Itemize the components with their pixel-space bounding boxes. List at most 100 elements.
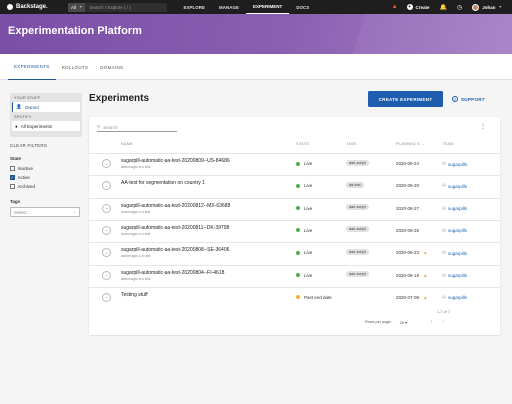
table-row[interactable]: ⌄ sugarpill-automatic-aa-test-20200808--S… bbox=[89, 242, 500, 262]
state-label: Live bbox=[304, 272, 313, 278]
clock-icon[interactable]: ◷ bbox=[457, 4, 463, 11]
rows-per-page-value: 25 bbox=[399, 320, 404, 325]
team-link[interactable]: ⚇ sugarpills bbox=[442, 228, 467, 234]
team-icon: ⚇ bbox=[442, 227, 447, 233]
table-row[interactable]: ⌄ sugarpill-automatic-aa-test-20200812--M… bbox=[89, 197, 500, 218]
status-dot-icon bbox=[296, 295, 300, 300]
create-button[interactable]: + Create bbox=[406, 4, 430, 10]
status-dot-icon bbox=[296, 206, 300, 211]
date-value: 2020-08-20 bbox=[396, 183, 420, 189]
backstage-logo[interactable]: Backstage. bbox=[7, 4, 65, 10]
expand-row-icon[interactable]: ⌄ bbox=[102, 159, 111, 168]
more-options-icon[interactable]: ⋮ bbox=[480, 124, 486, 130]
page-title: Experimentation Platform bbox=[8, 25, 142, 37]
table-row[interactable]: ⌄ sugarpill-automatic-aa-test-20200811--D… bbox=[89, 219, 500, 240]
user-menu[interactable]: Johan ▼ bbox=[472, 3, 502, 11]
experiment-description: automagic a a test bbox=[121, 276, 151, 281]
bell-icon[interactable]: 🔔 bbox=[439, 4, 448, 11]
nav-experiment[interactable]: EXPERIMENT bbox=[246, 0, 290, 14]
experiment-name[interactable]: Testing stuff bbox=[121, 291, 148, 298]
org-heading: SPOTIFY bbox=[14, 115, 32, 119]
planned-end-date: 2020-08-20 bbox=[396, 183, 419, 188]
team-link[interactable]: ⚇ sugarpills bbox=[442, 183, 467, 189]
team-link[interactable]: ⚇ sugarpills bbox=[442, 161, 467, 167]
column-header-state[interactable]: STATE bbox=[296, 142, 310, 146]
filter-owned-label: Owned bbox=[24, 104, 39, 110]
table-row[interactable]: ⌄ sugarpill-automatic-aa-test-20200804--F… bbox=[89, 264, 500, 285]
filter-owned[interactable]: 👤 Owned bbox=[12, 102, 80, 112]
table-row[interactable]: ⌄ Testing stuff - Past end date 2020-07-08 ▲ ⚇… bbox=[89, 286, 500, 307]
page-header: Experimentation Platform bbox=[0, 14, 512, 54]
expand-row-icon[interactable]: ⌄ bbox=[102, 292, 111, 302]
planned-end-date: 2020-08-26 bbox=[396, 228, 419, 233]
avatar bbox=[472, 3, 480, 11]
expand-row-icon[interactable]: ⌄ bbox=[102, 225, 111, 235]
pagination: Rows per page: 25 ▾ ‹ › bbox=[365, 319, 444, 325]
create-experiment-button[interactable]: CREATE EXPERIMENT bbox=[368, 91, 443, 107]
support-button[interactable]: ? SUPPORT bbox=[452, 93, 485, 105]
table-row[interactable]: ⌄ AA-test for segmentation on country 1- L… bbox=[89, 175, 500, 195]
rows-per-page-select[interactable]: 25 ▾ bbox=[399, 320, 407, 325]
expand-row-icon[interactable]: ⌄ bbox=[102, 270, 111, 280]
filter-sidebar: YOUR STUFF 👤 Owned SPOTIFY ● All Experim… bbox=[10, 93, 82, 217]
column-header-planned-end[interactable]: PLANNED E... bbox=[396, 142, 425, 146]
nav-docs[interactable]: DOCS bbox=[296, 4, 310, 10]
state-inactive-option[interactable]: Inactive bbox=[10, 164, 82, 173]
chevron-down-icon: ▼ bbox=[79, 5, 83, 9]
next-page-icon[interactable]: › bbox=[442, 319, 445, 325]
clear-filters-button[interactable]: CLEAR FILTERS bbox=[10, 143, 48, 148]
nav-manage[interactable]: MANAGE bbox=[219, 4, 239, 10]
planned-end-date: 2020-07-08 ▲ bbox=[396, 295, 428, 300]
global-search-input[interactable]: Search / Explore ( / ) bbox=[85, 2, 168, 12]
checkbox-inactive[interactable] bbox=[10, 166, 15, 171]
person-icon: 👤 bbox=[16, 104, 22, 109]
tab-rollouts[interactable]: ROLLOUTS bbox=[61, 64, 89, 70]
main-nav: EXPLORE MANAGE EXPERIMENT DOCS bbox=[176, 0, 316, 14]
status-dot-icon bbox=[296, 183, 300, 188]
experiment-state: Live bbox=[296, 228, 312, 233]
table-row[interactable]: ⌄ sugarpill-automatic-aa-test-20200809--U… bbox=[89, 153, 500, 173]
user-name: Johan bbox=[482, 4, 496, 10]
column-header-task[interactable]: TASK bbox=[346, 142, 357, 146]
search-scope-select[interactable]: All ▼ bbox=[68, 2, 86, 12]
table-search-placeholder: Search bbox=[103, 124, 118, 130]
tab-domains[interactable]: DOMAINS bbox=[100, 64, 124, 70]
warning-icon[interactable]: ▲ bbox=[391, 4, 398, 10]
experiment-name[interactable]: sugarpill-automatic-aa-test-20200811--DK… bbox=[121, 224, 230, 231]
planned-end-date: 2020-08-24 bbox=[396, 161, 419, 166]
experiment-name[interactable]: sugarpill-automatic-aa-test-20200809--US… bbox=[121, 158, 230, 164]
team-link[interactable]: ⚇ sugarpills bbox=[442, 273, 467, 279]
prev-page-icon[interactable]: ‹ bbox=[430, 319, 433, 325]
experiment-name[interactable]: sugarpill-automatic-aa-test-20200808--SE… bbox=[121, 247, 230, 254]
team-link[interactable]: ⚇ sugarpills bbox=[442, 206, 467, 212]
column-header-team[interactable]: TEAM bbox=[442, 142, 454, 146]
experiment-state: Live bbox=[296, 206, 312, 211]
table-search-input[interactable]: ⚲ Search bbox=[97, 123, 177, 132]
checkbox-archived[interactable] bbox=[10, 184, 15, 189]
experiment-name[interactable]: sugarpill-automatic-aa-test-20200804--FI… bbox=[121, 269, 225, 276]
expand-row-icon[interactable]: ⌄ bbox=[102, 203, 111, 213]
team-name: sugarpills bbox=[448, 161, 468, 167]
column-header-name[interactable]: NAME bbox=[121, 142, 134, 146]
experiment-name[interactable]: AA-test for segmentation on country 1 bbox=[121, 180, 205, 187]
nav-explore[interactable]: EXPLORE bbox=[183, 4, 205, 10]
team-icon: ⚇ bbox=[442, 205, 447, 211]
experiment-name[interactable]: sugarpill-automatic-aa-test-20200812--MX… bbox=[121, 202, 231, 209]
experiment-description: automagic a a test bbox=[121, 209, 151, 214]
state-label: Live bbox=[304, 205, 313, 211]
tab-experiments[interactable]: EXPERIMENTS bbox=[8, 54, 56, 80]
tags-select[interactable]: Select... ⌄ bbox=[10, 207, 80, 217]
state-active-option[interactable]: ✓ Active bbox=[10, 173, 82, 182]
tags-filter-label: Tags bbox=[10, 199, 21, 204]
date-value: 2020-08-24 bbox=[396, 161, 420, 166]
expand-row-icon[interactable]: ⌄ bbox=[102, 248, 111, 258]
filter-all-experiments[interactable]: ● All Experiments bbox=[12, 121, 80, 131]
expand-row-icon[interactable]: ⌄ bbox=[102, 181, 111, 191]
experiment-state: Live bbox=[296, 250, 312, 255]
team-link[interactable]: ⚇ sugarpills bbox=[442, 250, 467, 256]
checkbox-active[interactable]: ✓ bbox=[10, 175, 15, 180]
team-link[interactable]: ⚇ sugarpills bbox=[442, 295, 467, 301]
task-chip: aa-test bbox=[346, 181, 364, 188]
state-archived-option[interactable]: Archived bbox=[10, 182, 82, 191]
experiment-state: Live bbox=[296, 273, 312, 278]
